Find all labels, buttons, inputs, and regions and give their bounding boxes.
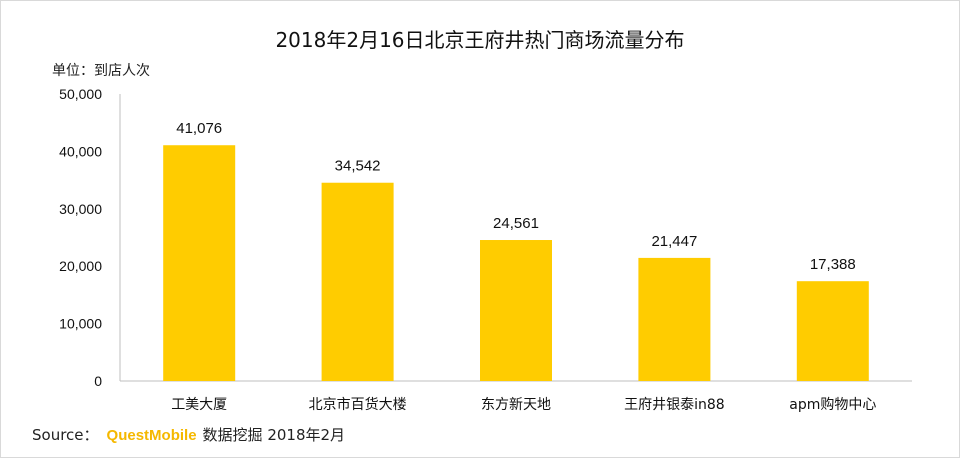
- data-label: 17,388: [810, 256, 856, 273]
- y-tick-label: 30,000: [59, 201, 102, 217]
- data-label: 21,447: [651, 233, 697, 250]
- y-tick-label: 20,000: [59, 258, 102, 274]
- source-line: Source： QuestMobile 数据挖掘 2018年2月: [32, 424, 345, 445]
- source-brand: QuestMobile: [106, 427, 197, 444]
- data-label: 24,561: [493, 215, 539, 232]
- x-tick-label: 王府井银泰in88: [624, 397, 725, 413]
- unit-label: 单位：到店人次: [52, 63, 150, 79]
- source-text: 数据挖掘 2018年2月: [202, 426, 346, 444]
- data-label: 34,542: [335, 158, 381, 175]
- y-tick-label: 40,000: [59, 143, 102, 159]
- bar: [796, 281, 869, 381]
- y-tick-label: 50,000: [59, 86, 102, 102]
- x-tick-label: 东方新天地: [481, 397, 551, 413]
- bar: [480, 240, 552, 381]
- x-tick-label: 工美大厦: [171, 397, 227, 413]
- x-tick-label: 北京市百货大楼: [309, 396, 407, 413]
- source-prefix: Source：: [32, 426, 99, 444]
- x-tick-label: apm购物中心: [789, 397, 876, 413]
- y-tick-label: 0: [94, 373, 102, 389]
- bar: [163, 145, 236, 381]
- bar: [321, 182, 394, 381]
- y-tick-label: 10,000: [59, 316, 102, 332]
- data-label: 41,076: [176, 120, 222, 137]
- bar: [638, 257, 711, 381]
- chart-title: 2018年2月16日北京王府井热门商场流量分布: [275, 28, 685, 52]
